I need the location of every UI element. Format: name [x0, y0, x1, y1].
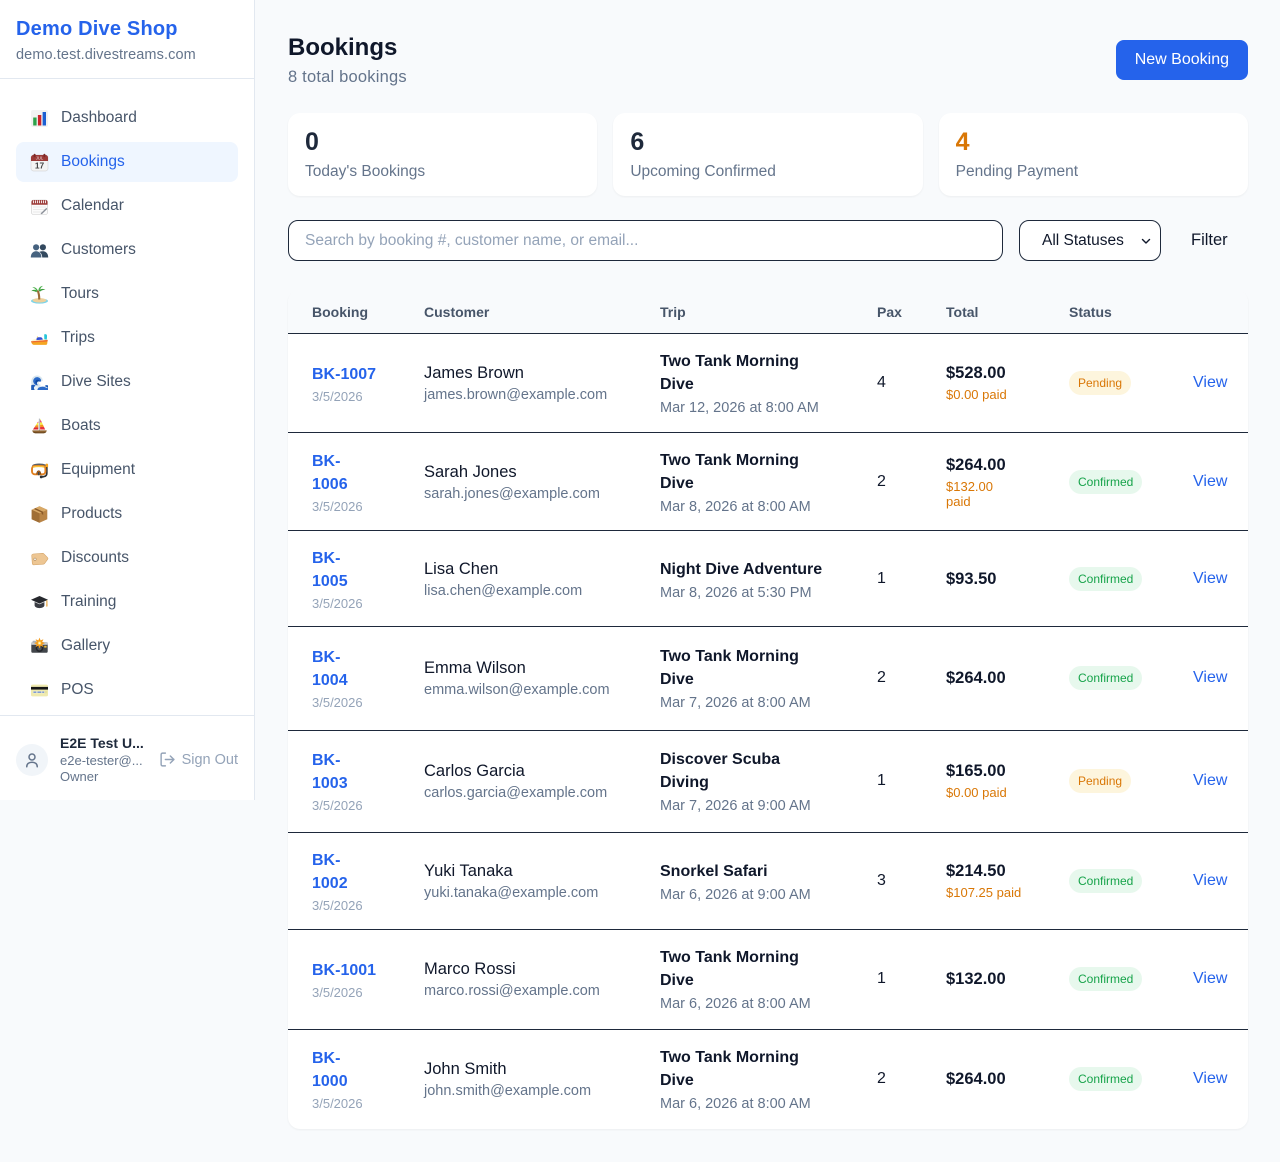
svg-text:JUL: JUL [36, 155, 44, 160]
svg-text:17: 17 [35, 160, 45, 170]
